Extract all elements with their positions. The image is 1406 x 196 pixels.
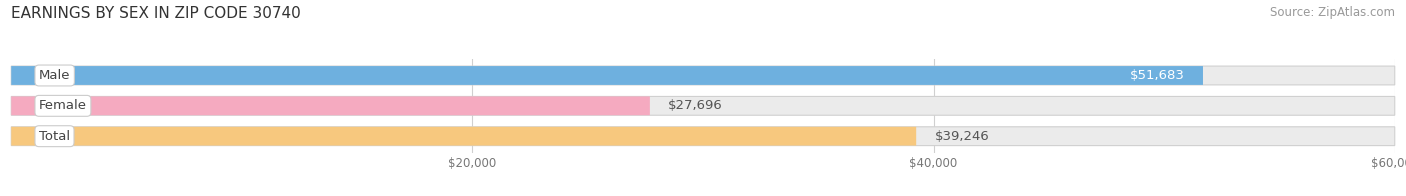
FancyBboxPatch shape	[11, 66, 1395, 85]
Text: Total: Total	[39, 130, 70, 143]
FancyBboxPatch shape	[11, 96, 650, 115]
FancyBboxPatch shape	[11, 127, 917, 146]
Text: $39,246: $39,246	[935, 130, 990, 143]
Text: Male: Male	[39, 69, 70, 82]
Text: Source: ZipAtlas.com: Source: ZipAtlas.com	[1270, 6, 1395, 19]
Text: EARNINGS BY SEX IN ZIP CODE 30740: EARNINGS BY SEX IN ZIP CODE 30740	[11, 6, 301, 21]
FancyBboxPatch shape	[11, 127, 1395, 146]
Text: $51,683: $51,683	[1129, 69, 1184, 82]
Text: $27,696: $27,696	[668, 99, 723, 112]
FancyBboxPatch shape	[11, 66, 1204, 85]
Text: Female: Female	[39, 99, 87, 112]
FancyBboxPatch shape	[11, 96, 1395, 115]
